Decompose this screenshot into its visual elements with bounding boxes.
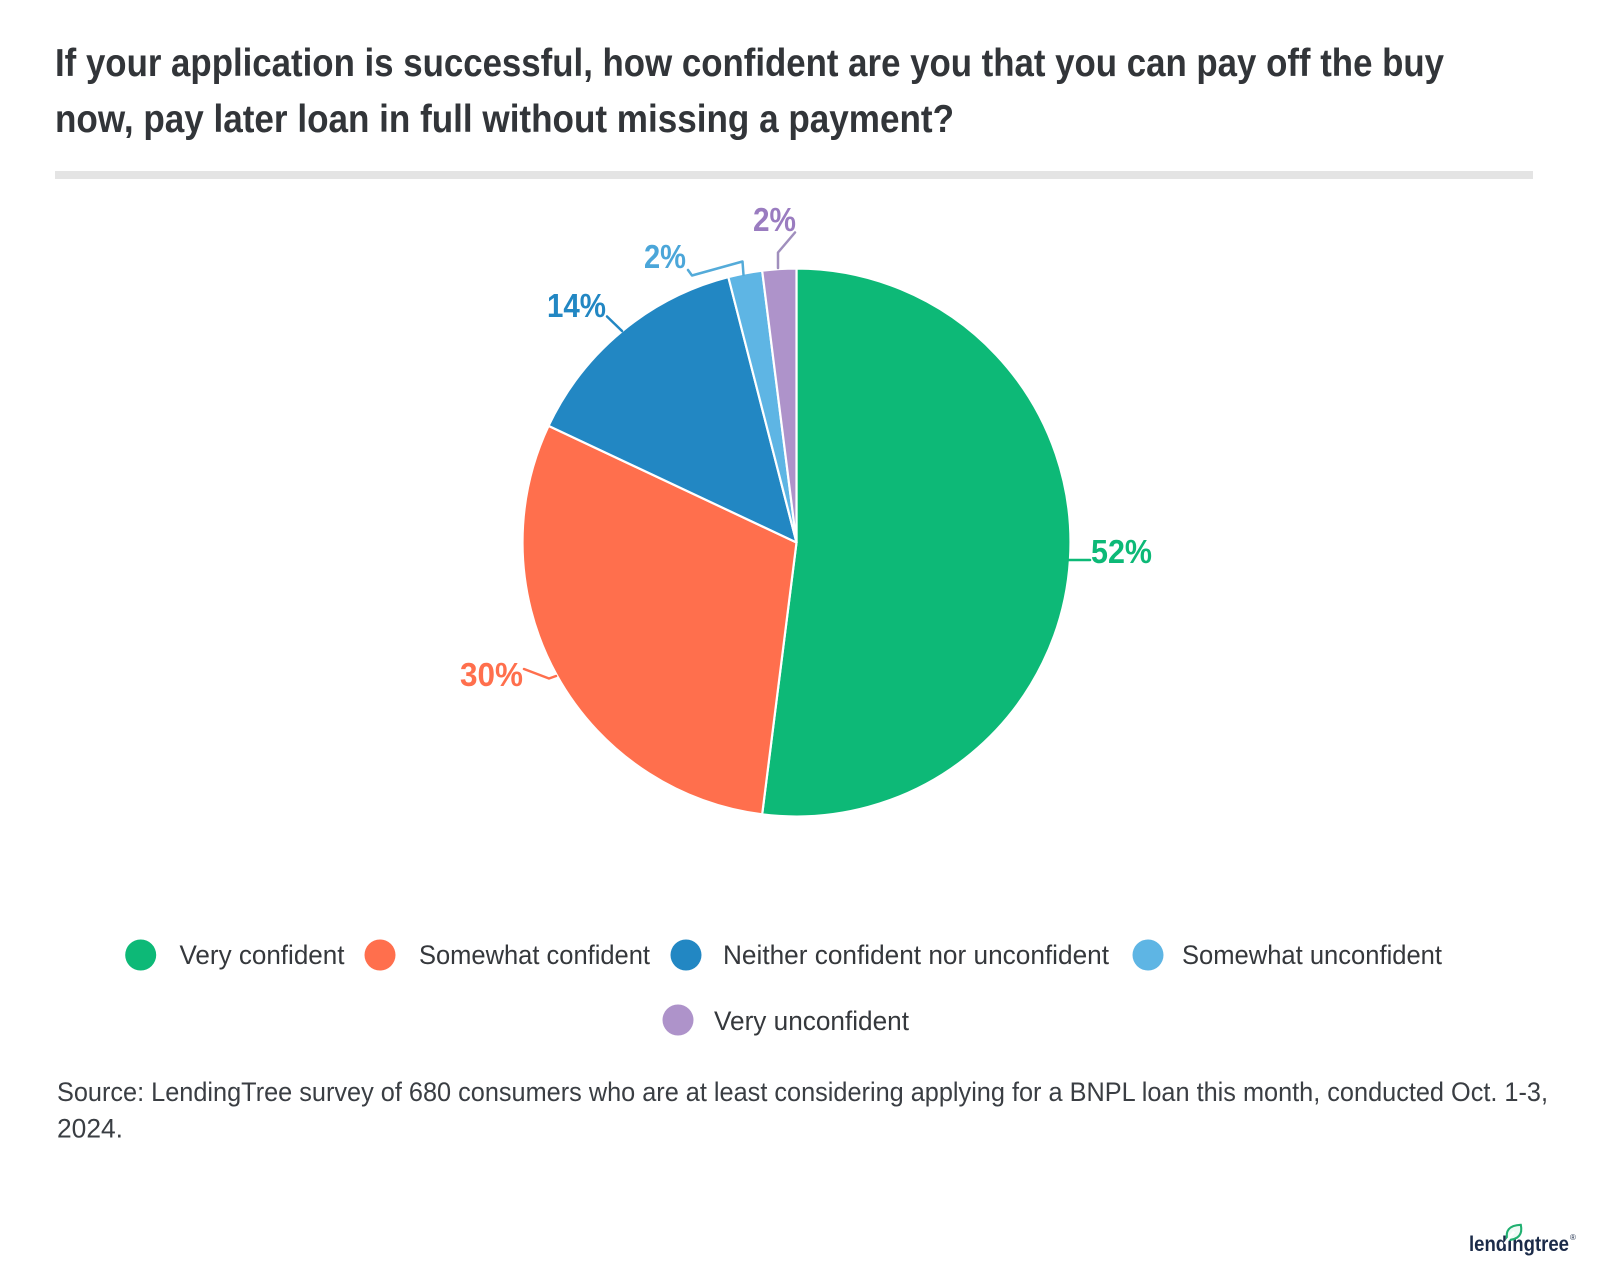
svg-text:Very confident: Very confident [180,940,346,970]
svg-text:Very unconfident: Very unconfident [714,1006,910,1036]
svg-text:Somewhat confident: Somewhat confident [419,940,651,970]
svg-text:now, pay later loan in full wi: now, pay later loan in full without miss… [55,98,954,141]
svg-text:Somewhat unconfident: Somewhat unconfident [1182,940,1443,970]
svg-text:Neither confident nor unconfid: Neither confident nor unconfident [723,940,1110,970]
svg-text:lendıngtree: lendıngtree [1469,1233,1569,1256]
svg-text:30%: 30% [460,656,523,693]
svg-text:2024.: 2024. [57,1114,123,1144]
svg-text:14%: 14% [547,287,606,324]
svg-text:Source: LendingTree survey of: Source: LendingTree survey of 680 consum… [57,1077,1548,1107]
svg-text:®: ® [1570,1233,1576,1242]
svg-text:2%: 2% [644,238,686,275]
svg-text:52%: 52% [1091,533,1152,570]
svg-text:If your application is success: If your application is successful, how c… [55,42,1444,85]
svg-text:2%: 2% [753,201,796,238]
